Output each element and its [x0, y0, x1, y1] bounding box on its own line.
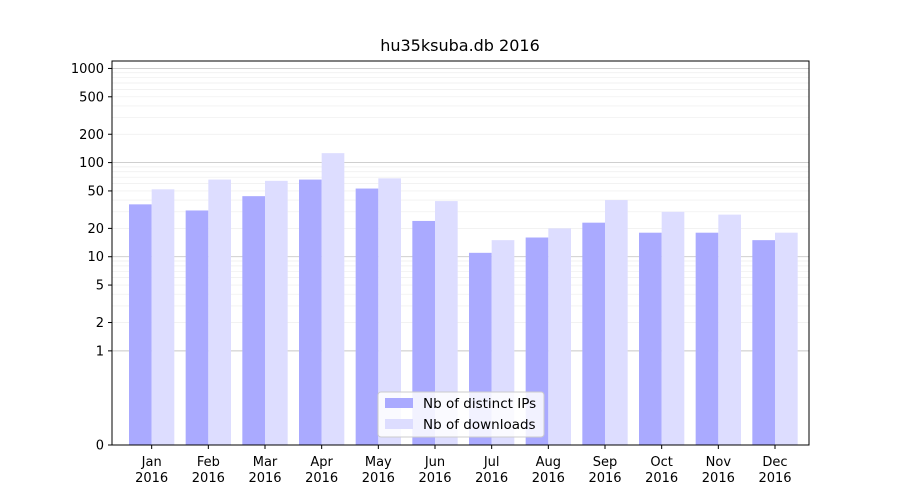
- bar-distinct-ips: [582, 222, 605, 445]
- bar-distinct-ips: [695, 232, 719, 445]
- x-tick-label-year: 2016: [248, 471, 281, 486]
- bar-distinct-ips: [752, 240, 775, 445]
- x-tick-label-year: 2016: [475, 471, 508, 486]
- y-tick-label: 200: [79, 128, 104, 143]
- x-tick-label-month: Oct: [650, 455, 672, 470]
- x-tick-label-month: Jul: [483, 455, 500, 470]
- legend-swatch: [385, 398, 413, 408]
- y-tick-label: 0: [96, 439, 104, 454]
- legend: Nb of distinct IPs Nb of downloads: [377, 391, 545, 438]
- legend-label: Nb of distinct IPs: [423, 396, 536, 412]
- x-tick-label-year: 2016: [758, 471, 791, 486]
- x-tick-label-month: Jun: [424, 455, 445, 470]
- x-tick-label-month: Nov: [706, 455, 732, 470]
- bar-distinct-ips: [355, 188, 379, 446]
- bar-downloads: [605, 200, 628, 445]
- x-tick-label-year: 2016: [645, 471, 678, 486]
- bar-downloads: [661, 211, 685, 445]
- y-axis: 0 1 2 5 10 20 50 100 200 500 1000: [71, 62, 112, 454]
- y-tick-label: 50: [87, 184, 104, 199]
- x-tick-label-year: 2016: [588, 471, 621, 486]
- x-tick-label-year: 2016: [192, 471, 225, 486]
- x-tick-label-month: Dec: [762, 455, 787, 470]
- x-tick-label-month: Apr: [310, 455, 333, 470]
- bar-downloads: [151, 189, 175, 445]
- x-tick-label-month: Feb: [197, 455, 220, 470]
- x-axis: Jan2016Feb2016Mar2016Apr2016May2016Jun20…: [135, 445, 792, 486]
- x-tick-label-year: 2016: [305, 471, 338, 486]
- y-tick-label: 2: [96, 316, 104, 331]
- bar-downloads: [208, 179, 231, 446]
- bar-distinct-ips: [299, 179, 322, 446]
- x-tick-label-month: Mar: [253, 455, 278, 470]
- x-tick-label-year: 2016: [362, 471, 395, 486]
- y-tick-label: 5: [96, 279, 104, 294]
- bar-downloads: [718, 214, 741, 445]
- x-tick-label-month: Jan: [141, 455, 162, 470]
- plot-frame: [111, 60, 810, 446]
- bar-distinct-ips: [129, 204, 152, 445]
- x-tick-label-year: 2016: [135, 471, 168, 486]
- y-tick-label: 20: [87, 222, 104, 237]
- bar-downloads: [775, 232, 798, 445]
- x-tick-label-year: 2016: [702, 471, 735, 486]
- x-tick-label-year: 2016: [418, 471, 451, 486]
- x-tick-label-month: Sep: [593, 455, 618, 470]
- y-tick-label: 1000: [71, 62, 104, 77]
- bar-downloads: [265, 180, 288, 445]
- bar-downloads: [378, 178, 401, 445]
- y-tick-label: 1: [96, 344, 104, 359]
- bar-downloads: [548, 228, 571, 445]
- x-tick-label-month: May: [365, 455, 392, 470]
- x-tick-label-month: Aug: [536, 455, 561, 470]
- bar-downloads: [321, 153, 345, 445]
- chart-title: hu35ksuba.db 2016: [380, 36, 540, 55]
- y-tick-label: 500: [79, 90, 104, 105]
- bar-distinct-ips: [242, 196, 265, 445]
- legend-swatch: [385, 419, 413, 429]
- bar-downloads: [435, 201, 458, 445]
- y-tick-label: 100: [79, 156, 104, 171]
- legend-label: Nb of downloads: [423, 417, 536, 433]
- x-tick-label-year: 2016: [532, 471, 565, 486]
- legend-box: [377, 391, 545, 438]
- bar-distinct-ips: [639, 232, 662, 445]
- bars: [129, 153, 798, 446]
- y-tick-label: 10: [87, 250, 104, 265]
- bar-distinct-ips: [412, 220, 435, 445]
- bar-distinct-ips: [185, 210, 209, 445]
